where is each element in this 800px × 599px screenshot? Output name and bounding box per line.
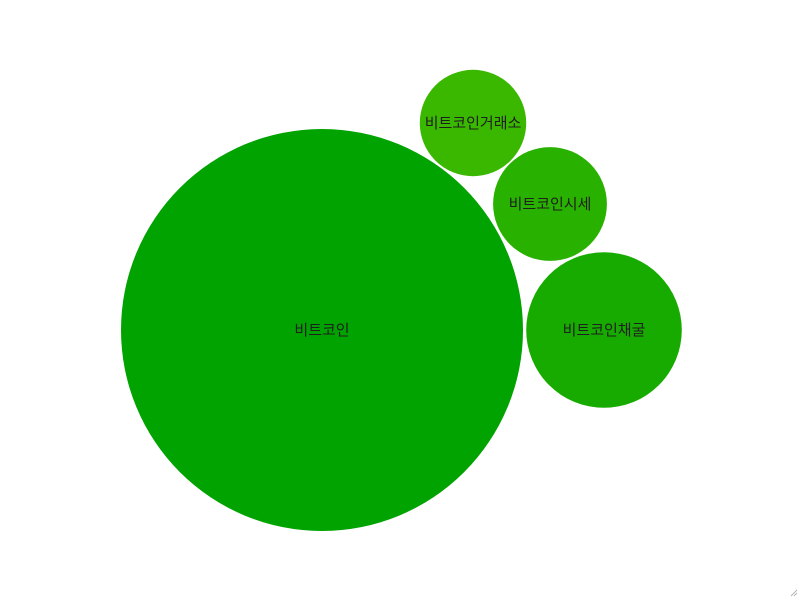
bubble-label-0: 비트코인 xyxy=(294,321,349,339)
bubble-1[interactable] xyxy=(419,69,527,177)
bubble-2[interactable] xyxy=(493,147,607,261)
bubble-label-2: 비트코인시세 xyxy=(509,195,592,213)
bubble-label-3: 비트코인채굴 xyxy=(563,321,646,339)
bubble-3[interactable] xyxy=(526,252,682,408)
resize-grip-icon[interactable] xyxy=(788,587,798,597)
bubble-label-1: 비트코인거래소 xyxy=(425,114,522,132)
bubble-0[interactable] xyxy=(121,129,523,531)
